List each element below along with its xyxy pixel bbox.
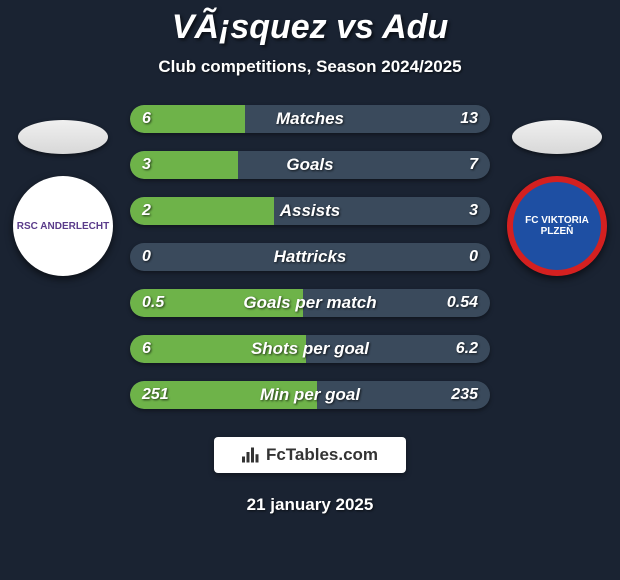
stat-bar-fill [130,105,245,133]
right-team-block: FC VIKTORIA PLZEŇ [502,120,612,276]
stat-bar: 6Shots per goal6.2 [130,335,490,363]
left-team-block: RSC ANDERLECHT [8,120,118,276]
comparison-date: 21 january 2025 [247,495,374,515]
stat-bar-fill [130,381,317,409]
chart-icon [242,447,260,463]
right-crest-label: FC VIKTORIA PLZEŇ [513,215,601,237]
stat-right-value: 7 [469,156,478,174]
stat-left-value: 0 [142,248,151,266]
stat-bars: 6Matches13 3Goals7 2Assists3 0Hattricks0 0.5… [130,105,490,409]
stat-bar: 6Matches13 [130,105,490,133]
stat-right-value: 13 [460,110,478,128]
stat-label: Hattricks [130,247,490,267]
right-crest: FC VIKTORIA PLZEŇ [507,176,607,276]
stat-bar: 3Goals7 [130,151,490,179]
stat-bar-fill [130,335,306,363]
left-flag-oval [18,120,108,154]
stat-right-value: 6.2 [456,340,478,358]
right-flag-oval [512,120,602,154]
comparison-subtitle: Club competitions, Season 2024/2025 [158,57,461,77]
stat-right-value: 0 [469,248,478,266]
fctables-logo[interactable]: FcTables.com [214,437,406,473]
comparison-title: VÃ¡squez vs Adu [172,8,448,47]
fctables-text: FcTables.com [266,445,378,465]
stat-bar-fill [130,151,238,179]
stat-right-value: 235 [451,386,478,404]
stat-bar-fill [130,289,303,317]
stat-bar: 0Hattricks0 [130,243,490,271]
left-crest-label: RSC ANDERLECHT [17,221,109,232]
stat-bar: 0.5Goals per match0.54 [130,289,490,317]
left-crest: RSC ANDERLECHT [13,176,113,276]
stat-right-value: 3 [469,202,478,220]
stat-bar-fill [130,197,274,225]
stat-bar: 2Assists3 [130,197,490,225]
stat-bar: 251Min per goal235 [130,381,490,409]
stat-right-value: 0.54 [447,294,478,312]
